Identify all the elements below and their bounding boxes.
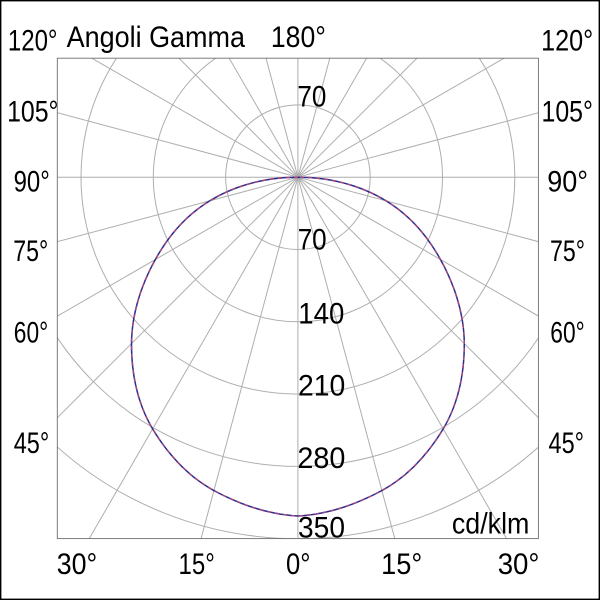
- svg-text:90°: 90°: [14, 165, 50, 198]
- svg-text:15°: 15°: [381, 548, 422, 581]
- svg-text:180°: 180°: [271, 21, 326, 54]
- svg-text:45°: 45°: [14, 427, 50, 460]
- svg-text:350: 350: [298, 511, 345, 544]
- svg-text:Angoli Gamma: Angoli Gamma: [67, 21, 246, 54]
- svg-text:60°: 60°: [14, 317, 48, 350]
- svg-text:60°: 60°: [550, 317, 584, 350]
- svg-text:90°: 90°: [547, 165, 588, 198]
- svg-text:210: 210: [298, 370, 345, 403]
- svg-text:105°: 105°: [542, 95, 593, 128]
- svg-text:75°: 75°: [550, 235, 585, 268]
- svg-text:120°: 120°: [541, 25, 593, 58]
- svg-text:70: 70: [298, 224, 327, 257]
- svg-text:75°: 75°: [13, 235, 48, 268]
- svg-text:70: 70: [297, 81, 326, 114]
- svg-text:105°: 105°: [7, 95, 58, 128]
- svg-text:30°: 30°: [57, 548, 98, 581]
- svg-text:280: 280: [297, 442, 345, 475]
- svg-text:45°: 45°: [549, 427, 585, 460]
- svg-text:30°: 30°: [498, 548, 540, 581]
- svg-text:15°: 15°: [179, 548, 215, 581]
- svg-text:cd/klm: cd/klm: [452, 508, 530, 541]
- svg-text:140: 140: [298, 297, 344, 330]
- svg-text:0°: 0°: [286, 548, 311, 581]
- svg-text:120°: 120°: [8, 25, 58, 58]
